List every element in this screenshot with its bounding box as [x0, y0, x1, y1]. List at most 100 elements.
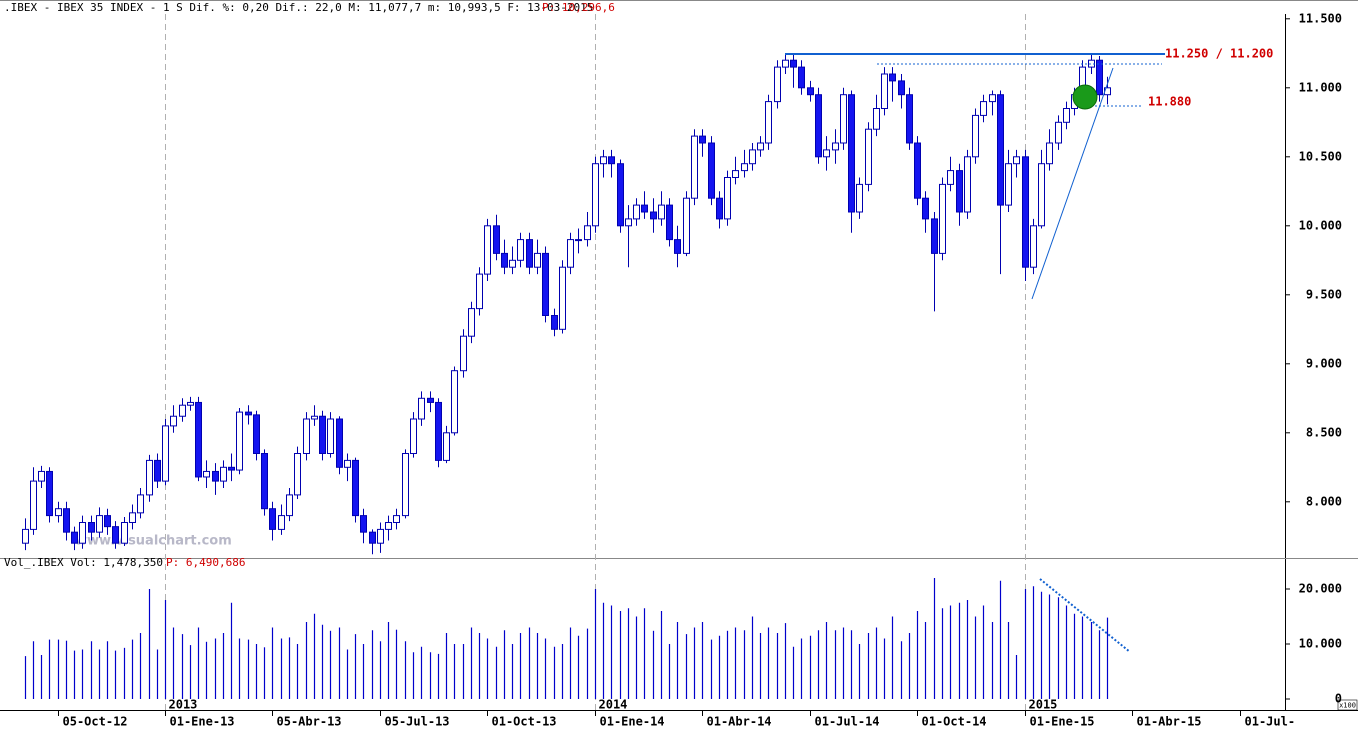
header-info: .IBEX - IBEX 35 INDEX - 1 S Dif. %: 0,20…	[4, 1, 593, 14]
x-tick-label: 05-Oct-12	[63, 715, 128, 729]
candle-body	[1063, 108, 1070, 123]
candle-body	[575, 239, 582, 242]
y-tick-label: 10.000	[1299, 218, 1342, 232]
candle-body	[699, 135, 706, 144]
y-tick-label: 8.000	[1306, 494, 1342, 508]
volume-y-tick-label: 20.000	[1299, 582, 1342, 596]
candle-body	[443, 432, 450, 461]
candle-body	[906, 94, 913, 144]
candle-body	[889, 73, 896, 82]
candle-body	[972, 114, 979, 158]
candle-body	[922, 197, 929, 220]
candle-body	[170, 415, 177, 427]
volume-price: P: 6,490,686	[166, 556, 245, 569]
candle-body	[493, 225, 500, 254]
year-label: 2014	[599, 698, 628, 712]
candle-body	[666, 204, 673, 241]
candle-body	[154, 459, 161, 482]
candle-body	[526, 239, 533, 268]
candle-body	[584, 225, 591, 241]
candle-body	[732, 170, 739, 179]
candle-body	[1030, 225, 1037, 268]
candle-body	[790, 59, 797, 68]
x-tick-label: 01-Ene-14	[600, 715, 665, 729]
candle-body	[617, 163, 624, 227]
candle-body	[691, 135, 698, 199]
y-tick-label: 9.000	[1306, 356, 1342, 370]
x-tick-label: 01-Oct-13	[492, 715, 557, 729]
candle-body	[311, 415, 318, 420]
candle-body	[881, 73, 888, 109]
candle-body	[708, 142, 715, 199]
candle-body	[757, 142, 764, 151]
drawings: 11.250 / 11.200 11.880	[785, 47, 1273, 653]
candle-body	[956, 170, 963, 213]
candle-body	[1013, 156, 1020, 165]
candle-body	[931, 218, 938, 254]
candle-body	[989, 94, 996, 103]
candle-body	[112, 526, 119, 544]
candle-body	[253, 414, 260, 454]
candle-body	[674, 239, 681, 254]
candle-body	[765, 101, 772, 144]
candle-body	[63, 508, 70, 533]
candle-body	[600, 156, 607, 165]
candle-body	[451, 370, 458, 434]
candle-body	[501, 252, 508, 268]
x-tick-label: 01-Oct-14	[922, 715, 987, 729]
x-tick-label: 01-Ene-13	[170, 715, 235, 729]
candle-body	[848, 94, 855, 213]
volume-label: Vol_.IBEX Vol: 1,478,350	[4, 556, 163, 569]
candle-body	[1096, 59, 1103, 96]
watermark: www.visualchart.com	[75, 534, 232, 549]
candle-body	[30, 480, 37, 530]
candle-body	[807, 87, 814, 96]
candle-body	[509, 259, 516, 268]
candle-body	[592, 163, 599, 227]
candle-body	[749, 149, 756, 165]
candle-body	[947, 170, 954, 185]
candle-body	[352, 459, 359, 517]
candle-body	[393, 515, 400, 523]
volume-y-tick-label: 0	[1335, 692, 1342, 706]
x-tick-label: 01-Abr-14	[707, 715, 772, 729]
candle-body	[88, 522, 95, 533]
y-tick-label: 11.000	[1299, 80, 1342, 94]
candle-body	[46, 470, 53, 517]
candle-body	[146, 459, 153, 496]
candle-body	[724, 177, 731, 220]
candle-body	[55, 508, 62, 517]
candle-body	[71, 531, 78, 544]
candle-body	[468, 308, 475, 337]
x-tick-label: 05-Jul-13	[385, 715, 450, 729]
candle-body	[261, 453, 268, 510]
candle-body	[179, 404, 186, 417]
candle-body	[650, 211, 657, 220]
candle-body	[898, 80, 905, 96]
candle-body	[269, 508, 276, 530]
candle-body	[823, 149, 830, 158]
candle-body	[418, 397, 425, 420]
candle-body	[427, 397, 434, 403]
candle-body	[385, 522, 392, 530]
candle-body	[658, 204, 665, 220]
candle-body	[187, 401, 194, 406]
candle-body	[741, 163, 748, 172]
candle-body	[327, 418, 334, 454]
candle-body	[294, 453, 301, 496]
candle-body	[1055, 121, 1062, 144]
candle-body	[278, 515, 285, 530]
candle-body	[104, 515, 111, 528]
candle-body	[997, 94, 1004, 206]
candle-body	[534, 252, 541, 268]
candle-body	[220, 466, 227, 482]
candle-body	[245, 411, 252, 416]
volume-trend-line	[1039, 578, 1131, 653]
candle-body	[137, 494, 144, 514]
candle-body	[939, 183, 946, 254]
candle-body	[344, 459, 351, 468]
y-tick-label: 8.500	[1306, 425, 1342, 439]
candle-body	[782, 59, 789, 68]
candle-body	[435, 401, 442, 461]
